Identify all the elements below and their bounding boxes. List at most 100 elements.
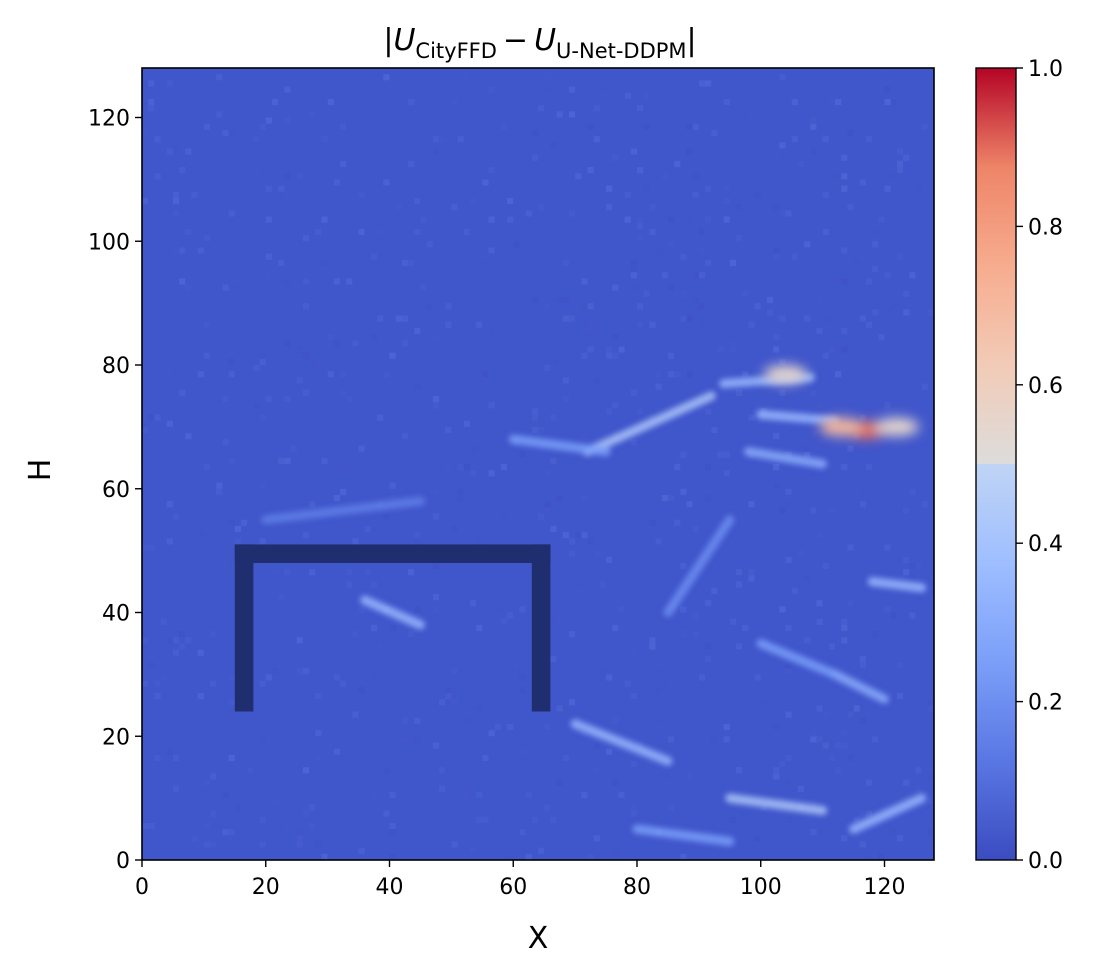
texture-cell (637, 210, 644, 217)
texture-cell (482, 754, 489, 761)
texture-cell (253, 167, 260, 174)
texture-cell (723, 216, 730, 223)
texture-cell (847, 445, 854, 452)
texture-cell (723, 185, 730, 192)
texture-cell (476, 321, 483, 328)
texture-cell (296, 668, 303, 675)
texture-cell (810, 389, 817, 396)
texture-cell (872, 241, 879, 248)
texture-cell (828, 507, 835, 514)
texture-cell (401, 433, 409, 440)
texture-cell (203, 841, 211, 848)
texture-cell (568, 210, 576, 217)
texture-cell (488, 86, 495, 93)
texture-cell (370, 525, 378, 533)
texture-cell (643, 290, 650, 297)
texture-cell (865, 810, 873, 817)
y-tick-label: 80 (102, 354, 130, 379)
texture-cell (927, 426, 934, 434)
texture-cell (779, 315, 786, 322)
texture-cell (686, 148, 693, 155)
texture-cell (377, 643, 384, 650)
texture-cell (395, 315, 402, 322)
texture-cell (637, 321, 644, 328)
texture-cell (197, 692, 204, 700)
texture-cell (166, 148, 173, 155)
texture-cell (278, 259, 285, 266)
texture-cell (432, 563, 439, 570)
texture-cell (284, 278, 291, 285)
texture-cell (284, 173, 291, 180)
texture-cell (278, 532, 285, 539)
texture-cell (581, 643, 588, 650)
texture-cell (432, 402, 439, 409)
texture-cell (346, 278, 353, 285)
texture-cell (705, 494, 712, 502)
texture-cell (476, 705, 483, 712)
texture-cell (890, 476, 897, 483)
texture-cell (327, 98, 334, 106)
texture-cell (909, 272, 916, 279)
texture-cell (166, 525, 173, 533)
texture-cell (853, 816, 860, 823)
texture-cell (903, 507, 910, 514)
texture-cell (575, 173, 582, 180)
texture-cell (705, 655, 712, 662)
chart-title: |UCityFFD − UU-Net-DDPM| (383, 23, 696, 63)
texture-cell (278, 593, 285, 601)
texture-cell (358, 445, 365, 452)
texture-cell (797, 358, 805, 365)
x-tick-label: 120 (864, 875, 906, 900)
texture-cell (581, 532, 588, 539)
texture-cell (872, 266, 879, 273)
texture-cell (587, 538, 594, 545)
texture-cell (457, 136, 464, 143)
texture-cell (228, 371, 235, 378)
texture-cell (179, 389, 186, 396)
texture-cell (550, 816, 557, 823)
texture-cell (333, 185, 340, 192)
texture-cell (222, 563, 229, 570)
texture-cell (865, 278, 873, 285)
texture-cell (315, 358, 322, 365)
texture-cell (451, 668, 458, 675)
texture-cell (457, 464, 464, 471)
texture-cell (810, 507, 817, 514)
texture-cell (327, 334, 334, 341)
texture-cell (507, 723, 514, 731)
texture-cell (637, 216, 644, 223)
texture-cell (222, 829, 229, 836)
texture-cell (142, 426, 149, 434)
texture-cell (878, 68, 885, 75)
texture-cell (810, 470, 817, 477)
building-left-wall (234, 544, 254, 712)
hotspot (874, 417, 919, 436)
texture-cell (705, 80, 712, 87)
texture-cell (915, 563, 922, 570)
texture-cell (711, 736, 718, 743)
texture-cell (259, 482, 266, 489)
texture-cell (630, 810, 637, 817)
texture-cell (148, 80, 155, 87)
texture-cell (154, 414, 161, 421)
texture-cell (185, 148, 192, 155)
texture-cell (309, 501, 316, 508)
texture-cell (810, 117, 817, 124)
texture-cell (513, 241, 520, 248)
texture-cell (414, 736, 421, 743)
texture-cell (185, 637, 192, 644)
texture-cell (309, 822, 316, 830)
texture-cell (432, 148, 439, 155)
texture-cell (507, 216, 514, 223)
texture-cell (500, 618, 508, 625)
texture-cell (705, 600, 712, 607)
texture-cell (575, 587, 582, 594)
texture-cell (630, 649, 637, 656)
building-right-wall (531, 544, 551, 712)
texture-cell (519, 829, 526, 836)
texture-cell (426, 303, 433, 310)
texture-cell (742, 371, 749, 378)
streak (743, 447, 828, 469)
texture-cell (166, 501, 173, 508)
texture-cell (606, 748, 613, 755)
